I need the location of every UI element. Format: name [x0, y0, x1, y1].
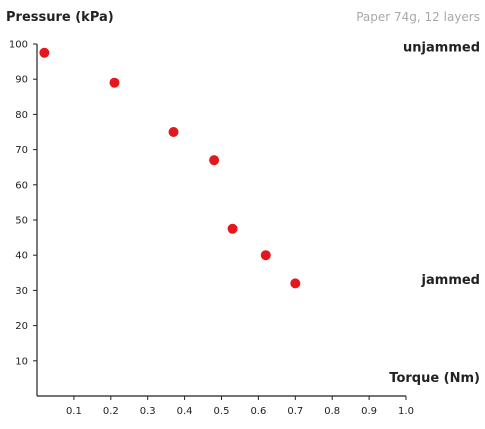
data-point	[227, 223, 238, 234]
data-point	[290, 278, 301, 289]
x-axis-ticks: 0.1 0.2 0.3 0.4 0.5 0.6 0.7 0.8 0.9 1.0	[66, 396, 414, 417]
x-tick-label: 1.0	[398, 406, 414, 417]
y-tick-label: 100	[9, 40, 28, 51]
data-points	[39, 47, 301, 289]
data-point	[209, 155, 220, 166]
x-tick-label: 0.4	[177, 406, 193, 417]
x-axis-title: Torque (Nm)	[389, 371, 480, 386]
y-tick-label: 30	[15, 286, 28, 297]
annotations: unjammed jammed	[403, 41, 480, 288]
y-axis-ticks: 10 20 30 40 50 60 70 80 90 100	[9, 40, 37, 367]
y-tick-label: 20	[15, 321, 28, 332]
x-tick-label: 0.2	[103, 406, 119, 417]
y-tick-label: 40	[15, 251, 28, 262]
data-point	[109, 77, 120, 88]
annotation-unjammed: unjammed	[403, 41, 480, 56]
y-tick-label: 80	[15, 110, 28, 121]
x-tick-label: 0.8	[324, 406, 340, 417]
x-tick-label: 0.3	[140, 406, 156, 417]
x-tick-label: 0.7	[287, 406, 303, 417]
annotation-jammed: jammed	[421, 273, 480, 288]
y-tick-label: 10	[15, 356, 28, 367]
x-tick-label: 0.1	[66, 406, 82, 417]
y-tick-label: 70	[15, 145, 28, 156]
x-tick-label: 0.5	[214, 406, 230, 417]
y-tick-label: 50	[15, 216, 28, 227]
data-point	[39, 47, 50, 58]
y-tick-label: 90	[15, 75, 28, 86]
data-point	[168, 127, 179, 137]
chart-subtitle: Paper 74g, 12 layers	[356, 10, 480, 24]
x-tick-label: 0.9	[361, 406, 377, 417]
y-tick-label: 60	[15, 180, 28, 191]
data-point	[260, 250, 271, 261]
y-axis-title: Pressure (kPa)	[6, 10, 114, 25]
x-tick-label: 0.6	[250, 406, 266, 417]
